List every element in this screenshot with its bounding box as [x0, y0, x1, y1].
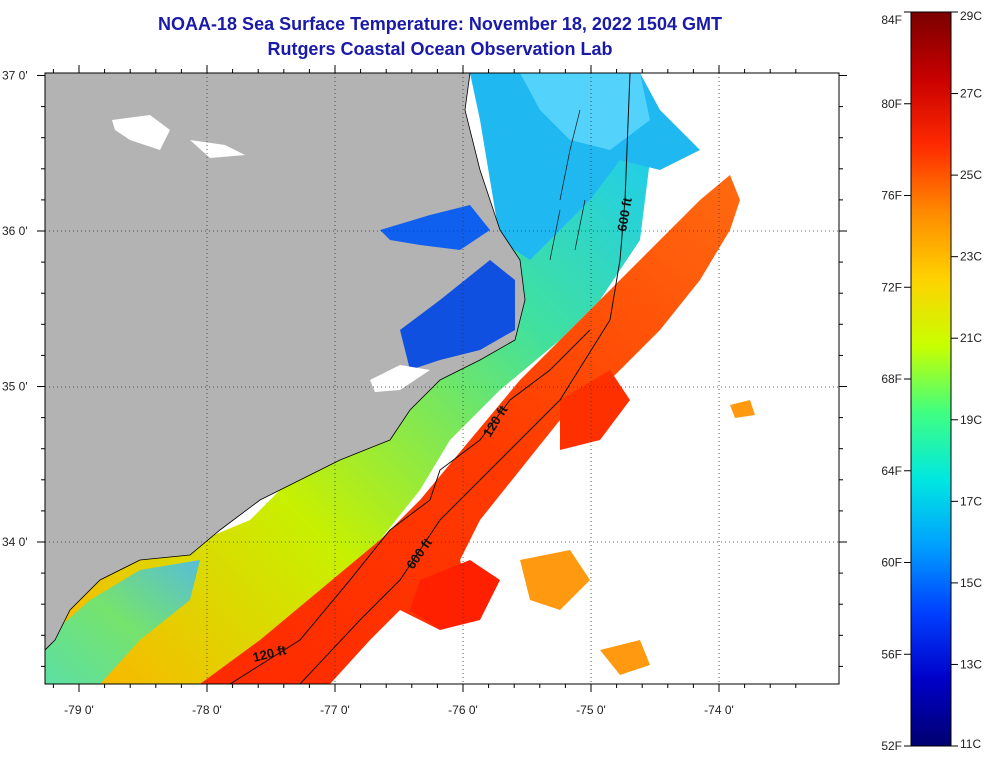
lat-tick-label: 37 0'	[2, 69, 28, 83]
inland-lake-2	[190, 140, 245, 158]
lon-tick-label: -74 0'	[704, 703, 734, 717]
map-title: NOAA-18 Sea Surface Temperature: Novembe…	[158, 14, 722, 34]
map-subtitle: Rutgers Coastal Ocean Observation Lab	[267, 39, 613, 59]
colorbar-c-label: 11C	[960, 737, 981, 751]
colorbar-f-label: 76F	[881, 189, 902, 203]
offshore-orange-patch-3	[730, 400, 755, 418]
colorbar-c-label: 21C	[960, 331, 982, 345]
lon-tick-label: -75 0'	[576, 703, 606, 717]
lon-tick-label: -76 0'	[448, 703, 478, 717]
colorbar-f-label: 60F	[881, 556, 902, 570]
inland-lake	[112, 115, 170, 150]
colorbar-c-label: 17C	[960, 494, 982, 508]
gulf-stream-warm-band	[200, 175, 740, 684]
colorbar-c-label: 23C	[960, 250, 982, 264]
colorbar-f-label: 80F	[881, 97, 902, 111]
contour-detail	[549, 109, 586, 261]
lon-tick-label: -77 0'	[320, 703, 350, 717]
colorbar-c-label: 13C	[960, 657, 982, 671]
northern-cool-water-2	[520, 73, 650, 150]
colorbar-scale	[910, 11, 952, 747]
colorbar-f-label: 64F	[881, 464, 902, 478]
lon-tick-label: -79 0'	[64, 703, 94, 717]
colorbar-f-label: 68F	[881, 372, 902, 386]
map-frame	[44, 72, 840, 685]
contour-label-600-north: 600 ft	[614, 196, 635, 233]
lat-tick-label: 35 0'	[2, 380, 28, 394]
lat-tick-label: 36 0'	[2, 224, 28, 238]
colorbar-fahrenheit-labels: 84F 80F 76F 72F 68F 64F 60F 56F 52F	[881, 11, 911, 753]
nearshore-water	[45, 560, 200, 684]
colorbar-f-label: 72F	[881, 280, 902, 294]
sound-white-margin	[370, 365, 430, 392]
warm-patch-2	[560, 370, 630, 450]
minor-ticks	[41, 69, 843, 688]
colorbar-c-label: 15C	[960, 576, 982, 590]
lat-tick-label: 34 0'	[2, 535, 28, 549]
contour-600ft	[299, 73, 631, 684]
contour-120ft	[229, 329, 591, 684]
colorbar-f-label: 52F	[881, 739, 902, 753]
colorbar-c-label: 27C	[960, 87, 982, 101]
colorbar-f-label: 56F	[881, 647, 902, 661]
warm-patch	[410, 560, 500, 630]
land	[45, 73, 526, 651]
map-plot-area: 600 ft 120 ft 600 ft 120 ft	[45, 73, 839, 684]
colorbar-celsius-labels: 29C 27C 25C 23C 21C 19C 17C 15C 13C 11C	[951, 9, 982, 751]
offshore-orange-patch	[520, 550, 590, 610]
colorbar-c-label: 19C	[960, 413, 982, 427]
albemarle-sound	[380, 205, 490, 250]
lon-tick-label: -78 0'	[192, 703, 222, 717]
pamlico-sound	[400, 260, 515, 370]
longitude-axis: -79 0' -78 0' -77 0' -76 0' -75 0' -74 0'	[64, 65, 734, 717]
colorbar-c-label: 25C	[960, 168, 982, 182]
offshore-orange-patch-2	[600, 640, 650, 675]
colorbar-f-label: 84F	[881, 13, 902, 27]
graticule	[45, 73, 839, 684]
colorbar-c-label: 29C	[960, 9, 982, 23]
